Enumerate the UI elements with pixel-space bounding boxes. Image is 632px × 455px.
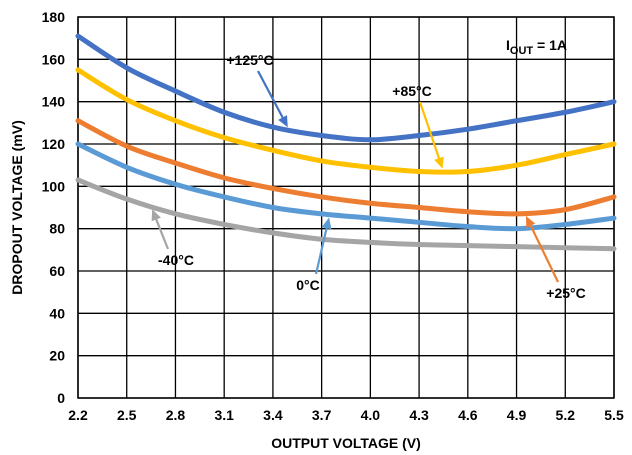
x-tick-label: 4.3 (409, 407, 429, 423)
x-axis-title: OUTPUT VOLTAGE (V) (271, 435, 421, 451)
series-line (75, 118, 617, 217)
annotation-arrow-shaft (154, 216, 170, 250)
series-annotation-label: +125°C (226, 52, 273, 68)
series-line (75, 141, 617, 232)
series-annotation-label: -40°C (158, 252, 194, 268)
series-line (75, 33, 617, 143)
chart-series-labels: +125°C +85°C +25°C 0°C -40°C (158, 52, 586, 301)
y-tick-label: 20 (49, 348, 65, 364)
series-line (75, 67, 617, 175)
annotation-arrow-head (434, 156, 444, 169)
annotation-arrow-shaft (314, 225, 329, 275)
y-tick-label: 80 (49, 221, 65, 237)
annotation-arrow-shaft (257, 70, 285, 121)
x-tick-label: 5.2 (556, 407, 576, 423)
y-tick-label: 180 (42, 9, 66, 25)
y-tick-label: 40 (49, 305, 65, 321)
x-tick-label: 5.5 (604, 407, 624, 423)
y-tick-label: 120 (42, 136, 66, 152)
series-line (75, 177, 617, 252)
chart-annotation-arrows (151, 70, 559, 283)
plot-border (77, 16, 615, 399)
x-tick-label: 3.1 (214, 407, 234, 423)
annotation-arrow-head (321, 217, 332, 230)
chart-grid (77, 16, 615, 399)
chart-ticks: 2.2 2.5 2.8 3.1 3.4 3.7 4.0 4.3 4.6 4.9 5.2 5.5 0 20 4… (42, 9, 624, 423)
annotation-arrow-head (151, 209, 161, 222)
x-tick-label: 4.0 (361, 407, 381, 423)
x-tick-label: 2.2 (68, 407, 88, 423)
y-tick-label: 100 (42, 178, 66, 194)
x-tick-label: 4.6 (458, 407, 478, 423)
y-axis-title: DROPOUT VOLTAGE (mV) (9, 120, 25, 294)
x-tick-label: 4.9 (507, 407, 527, 423)
y-tick-label: 0 (57, 390, 65, 406)
y-tick-label: 60 (49, 263, 65, 279)
annotation-arrow-head (525, 215, 536, 228)
x-tick-label: 3.4 (263, 407, 283, 423)
y-tick-label: 160 (42, 51, 66, 67)
y-tick-label: 140 (42, 94, 66, 110)
series-annotation-label: +85°C (392, 83, 431, 99)
annotation-arrow-shaft (418, 101, 441, 162)
series-annotation-label: +25°C (546, 285, 585, 301)
annotation-arrow-shaft (528, 222, 559, 283)
chart-series (75, 33, 617, 252)
annotation-arrow-head (278, 115, 288, 128)
condition-label: IOUT = 1A (506, 37, 567, 57)
x-tick-label: 2.5 (117, 407, 137, 423)
series-annotation-label: 0°C (296, 277, 320, 293)
x-tick-label: 2.8 (166, 407, 186, 423)
x-tick-label: 3.7 (312, 407, 332, 423)
